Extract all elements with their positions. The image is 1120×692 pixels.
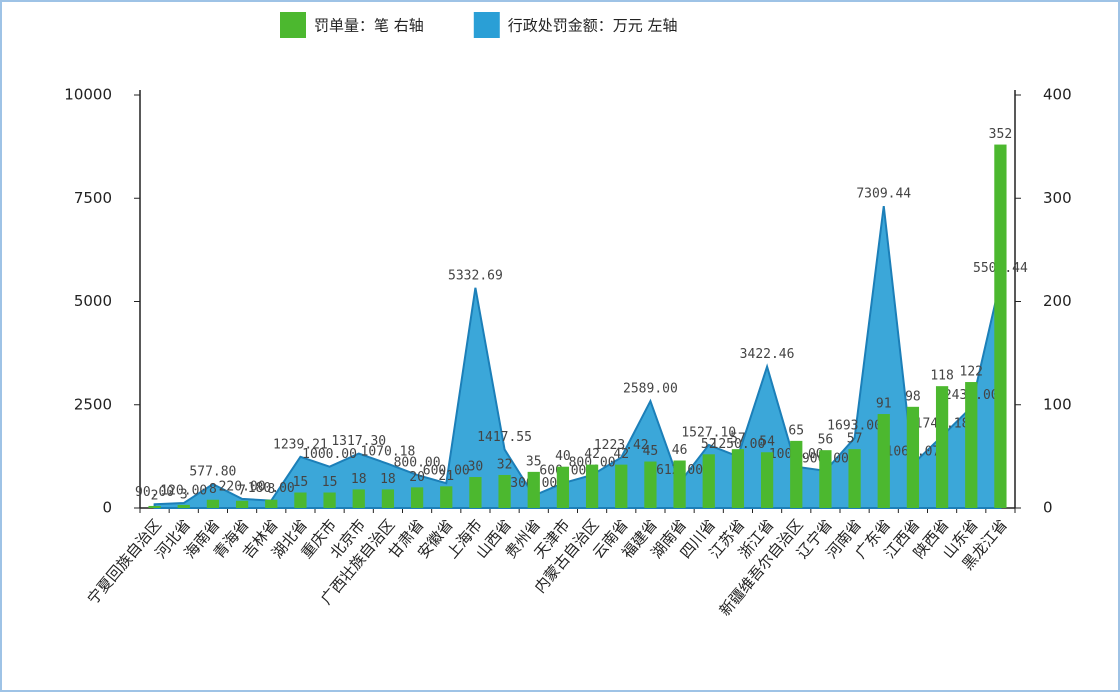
bar <box>702 454 715 508</box>
area-value-label: 180.00 <box>248 481 295 496</box>
bar <box>760 452 774 508</box>
area-value-label: 1317.30 <box>331 434 386 449</box>
bar-value-label: 8 <box>209 482 217 497</box>
bar-value-label: 42 <box>584 447 600 462</box>
area-value-label: 7309.44 <box>856 187 911 202</box>
y-tick-label: 0 <box>102 499 112 517</box>
bar-value-label: 15 <box>293 475 309 490</box>
bar <box>469 477 482 508</box>
area-value-label: 800.00 <box>569 455 616 470</box>
y-tick-label: 7500 <box>74 189 112 207</box>
bar-value-label: 15 <box>322 475 338 490</box>
bar-value-label: 18 <box>351 472 367 487</box>
bar <box>731 449 745 508</box>
area-value-label: 1239.21 <box>273 437 328 452</box>
bar <box>965 382 978 508</box>
y-tick-label: 5000 <box>74 292 112 310</box>
legend-label: 行政处罚金额：万元 左轴 <box>508 17 678 35</box>
bar-value-label: 122 <box>960 365 983 380</box>
area-value-label: 2589.00 <box>623 382 678 397</box>
bar <box>206 499 220 508</box>
area-value-label: 90.00 <box>135 485 174 500</box>
bar <box>935 386 949 508</box>
bar-value-label: 57 <box>847 432 863 447</box>
bar-value-label: 18 <box>380 472 396 487</box>
area-value-label: 600.00 <box>423 464 470 479</box>
bar-value-label: 57 <box>730 432 746 447</box>
y2-tick-label: 0 <box>1043 499 1053 517</box>
bar <box>906 406 920 508</box>
bar-value-label: 45 <box>643 444 659 459</box>
bar-value-label: 20 <box>409 470 425 485</box>
bar <box>848 449 861 508</box>
legend-swatch <box>280 12 306 38</box>
bar <box>790 440 803 508</box>
bar-value-label: 46 <box>672 443 688 458</box>
bar <box>819 450 832 508</box>
bar <box>673 460 686 508</box>
area-value-label: 1250.00 <box>711 437 766 452</box>
bar <box>527 471 540 508</box>
area-value-label: 3422.46 <box>740 347 795 362</box>
bar-value-label: 40 <box>555 449 571 464</box>
area-value-label: 1417.55 <box>477 430 532 445</box>
bar-value-label: 8 <box>267 482 275 497</box>
x-tick-label: 宁夏回族自治区 <box>84 516 165 608</box>
area-value-label: 1693.00 <box>827 419 882 434</box>
y2-tick-label: 400 <box>1043 86 1072 104</box>
bar-value-label: 54 <box>759 435 775 450</box>
bar-value-label: 52 <box>701 437 717 452</box>
area-value-label: 220.00 <box>219 479 266 494</box>
bar-value-label: 91 <box>876 397 892 412</box>
area-value-label: 1000.00 <box>302 447 357 462</box>
legend-label: 罚单量：笔 右轴 <box>314 17 424 35</box>
bar <box>585 464 599 508</box>
bar-value-label: 32 <box>497 457 513 472</box>
bar-value-label: 2 <box>151 488 159 503</box>
area-value-label: 120.00 <box>160 484 207 499</box>
bar <box>644 461 657 508</box>
bar <box>177 504 190 508</box>
bar <box>410 487 424 508</box>
bar <box>877 414 890 508</box>
bar <box>994 144 1007 508</box>
area-value-label: 800.00 <box>394 455 441 470</box>
bar-value-label: 65 <box>788 423 804 438</box>
area-value-label: 1527.10 <box>681 425 736 440</box>
bar <box>294 492 307 508</box>
bar-value-label: 352 <box>989 127 1012 142</box>
bar <box>235 500 249 508</box>
area-value-label: 1223.42 <box>594 438 649 453</box>
bar <box>323 492 336 508</box>
area-value-label: 5332.69 <box>448 268 503 283</box>
area-value-label: 577.80 <box>189 465 236 480</box>
bar-value-label: 56 <box>818 433 834 448</box>
y2-tick-label: 300 <box>1043 189 1072 207</box>
bar-value-label: 3 <box>180 487 188 502</box>
bar-value-label: 35 <box>526 454 542 469</box>
bar <box>381 489 395 508</box>
bar-value-label: 21 <box>438 469 454 484</box>
y2-tick-label: 200 <box>1043 292 1072 310</box>
area-value-label: 1070.18 <box>361 444 416 459</box>
bar-value-label: 118 <box>930 369 953 384</box>
y-tick-label: 2500 <box>74 395 112 413</box>
bar-value-label: 42 <box>613 447 629 462</box>
legend-swatch <box>473 12 500 38</box>
bar <box>265 499 278 508</box>
bar-value-label: 30 <box>468 460 484 475</box>
bar-value-label: 98 <box>905 389 921 404</box>
bar-value-label: 7 <box>238 483 246 498</box>
bar <box>440 486 453 508</box>
y-tick-label: 10000 <box>64 86 112 104</box>
bar <box>148 505 161 508</box>
y2-tick-label: 100 <box>1043 395 1072 413</box>
bar <box>556 466 570 508</box>
bar <box>498 474 511 508</box>
bar <box>352 489 365 508</box>
bar <box>615 464 628 508</box>
